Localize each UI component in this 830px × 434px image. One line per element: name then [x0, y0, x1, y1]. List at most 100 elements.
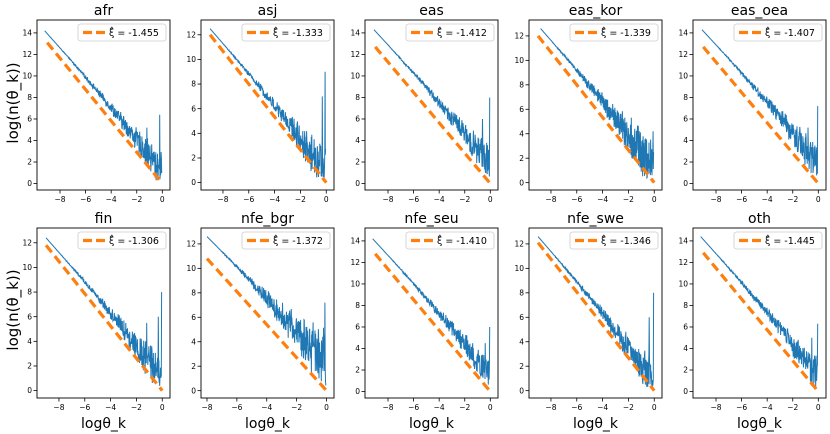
- x-tick-label: −4: [597, 403, 608, 412]
- y-tick-label: 10: [514, 264, 524, 273]
- y-tick-label: 10: [350, 280, 360, 289]
- y-tick-label: 4: [27, 136, 32, 145]
- y-tick-label: 8: [27, 93, 32, 102]
- x-axis-label: logθ_k: [245, 416, 291, 432]
- x-tick-label: −2: [131, 403, 142, 412]
- subplot-title: eas_kor: [569, 3, 623, 19]
- y-tick-label: 6: [683, 115, 688, 124]
- x-tick-label: −8: [382, 403, 393, 412]
- x-tick-label: 0: [160, 403, 165, 412]
- x-tick-label: −6: [408, 195, 419, 204]
- legend-box: [241, 23, 331, 42]
- data-series-line: [372, 238, 491, 385]
- y-tick-label: 2: [519, 362, 524, 371]
- axes-frame: [528, 227, 663, 399]
- legend-label: ξ̂ = -1.445: [765, 234, 815, 247]
- y-tick-label: 4: [683, 344, 688, 353]
- y-tick-label: 2: [683, 366, 688, 375]
- fit-line: [536, 34, 656, 184]
- x-tick-label: −4: [434, 195, 445, 204]
- x-tick-label: −8: [53, 403, 64, 412]
- y-tick-label: 0: [355, 387, 360, 396]
- x-tick-label: 0: [324, 195, 329, 204]
- y-tick-label: 6: [27, 115, 32, 124]
- axes-frame: [200, 19, 335, 191]
- y-tick-label: 6: [683, 323, 688, 332]
- subplot-eas-oea: eas_oea −8 −6 −4 −2 0 0 2 4 6 8 10 12 14 ξ̂ = -1.407: [678, 3, 827, 204]
- y-tick-label: 12: [678, 50, 688, 59]
- x-tick-label: 0: [488, 195, 493, 204]
- x-tick-label: −8: [545, 195, 556, 204]
- y-tick-label: 8: [191, 288, 196, 297]
- y-tick-label: 6: [191, 313, 196, 322]
- x-axis-label: logθ_k: [573, 416, 619, 432]
- x-tick-label: −6: [243, 195, 254, 204]
- x-tick-label: −8: [54, 195, 65, 204]
- legend: ξ̂ = -1.412: [405, 23, 495, 42]
- y-tick-label: 6: [519, 105, 524, 114]
- legend: ξ̂ = -1.407: [733, 23, 823, 42]
- subplot-afr: afr −8 −6 −4 −2 0 0 2 4 6 8 10 12 14 ξ̂ = -1.455: [22, 3, 171, 204]
- axes-frame: [200, 227, 335, 399]
- x-tick-label: −8: [710, 403, 721, 412]
- subplot-title: fin: [95, 211, 113, 227]
- subplot-title: oth: [748, 211, 771, 227]
- legend: ξ̂ = -1.410: [405, 231, 495, 250]
- data-series-line: [209, 28, 327, 179]
- x-tick-label: −6: [408, 403, 419, 412]
- axes-frame: [692, 19, 827, 191]
- y-tick-label: 0: [191, 386, 196, 395]
- fit-line: [205, 257, 328, 392]
- legend-box: [569, 23, 659, 42]
- y-tick-label: 2: [191, 362, 196, 371]
- y-tick-label: 10: [22, 263, 32, 272]
- x-tick-label: 0: [816, 195, 821, 204]
- legend: ξ̂ = -1.455: [77, 23, 167, 42]
- legend-label: ξ̂ = -1.455: [109, 26, 159, 39]
- legend-label: ξ̂ = -1.339: [601, 26, 651, 39]
- y-tick-label: 14: [22, 29, 32, 38]
- x-tick-label: 0: [652, 403, 657, 412]
- legend-label: ξ̂ = -1.333: [273, 26, 323, 39]
- x-tick-label: −2: [459, 403, 470, 412]
- legend-label: ξ̂ = -1.346: [601, 234, 651, 247]
- x-tick-label: 0: [652, 195, 657, 204]
- y-tick-label: 6: [355, 323, 360, 332]
- y-tick-label: 10: [186, 55, 196, 64]
- x-tick-label: −6: [736, 403, 747, 412]
- legend: ξ̂ = -1.445: [733, 231, 823, 250]
- subplot-grid: afr −8 −6 −4 −2 0 0 2 4 6 8 10 12 14 ξ̂ = -1.455 asj −8 −…: [22, 3, 827, 432]
- data-series-line: [701, 29, 819, 176]
- y-tick-label: 6: [27, 312, 32, 321]
- fit-line: [208, 33, 328, 184]
- x-tick-label: −6: [571, 403, 582, 412]
- x-tick-label: 0: [488, 403, 493, 412]
- legend-box: [405, 231, 495, 250]
- y-tick-label: 10: [186, 264, 196, 273]
- x-tick-label: 0: [816, 403, 821, 412]
- x-tick-label: −8: [382, 195, 393, 204]
- y-tick-label: 4: [355, 344, 360, 353]
- y-tick-label: 12: [514, 31, 524, 40]
- x-tick-label: −2: [623, 403, 634, 412]
- legend: ξ̂ = -1.372: [241, 231, 331, 250]
- y-tick-label: 4: [27, 337, 32, 346]
- axes-frame: [692, 227, 827, 399]
- data-series-line: [700, 236, 819, 387]
- fit-line: [536, 241, 656, 392]
- subplot-title: eas: [419, 3, 444, 19]
- subplot-title: asj: [258, 3, 278, 19]
- y-tick-label: 4: [519, 337, 524, 346]
- y-tick-label: 12: [350, 258, 360, 267]
- y-axis-label-row2: log(n(θ_k)): [4, 269, 23, 350]
- subplot-nfe-bgr: nfe_bgr −8 −6 −4 −2 0 0 2 4 6 8 10 12 ξ̂ = -1.372 logθ…: [186, 211, 335, 432]
- y-tick-label: 12: [22, 238, 32, 247]
- y-tick-label: 8: [27, 288, 32, 297]
- subplot-eas-kor: eas_kor −8 −6 −4 −2 0 0 2 4 6 8 10 12 ξ̂ = -1.339: [514, 3, 663, 204]
- fit-line: [702, 45, 820, 185]
- x-tick-label: −2: [131, 195, 142, 204]
- y-tick-label: 14: [678, 29, 688, 38]
- y-tick-label: 2: [683, 158, 688, 167]
- y-tick-label: 12: [186, 239, 196, 248]
- y-tick-label: 4: [191, 337, 196, 346]
